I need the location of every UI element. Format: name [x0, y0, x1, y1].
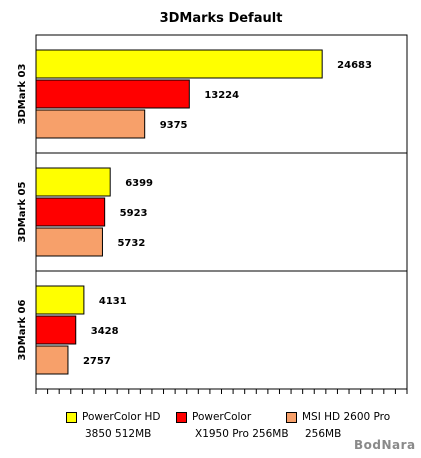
legend-label-sub: 256MB — [305, 428, 342, 440]
bar — [35, 49, 323, 79]
plot-area: 3DMark 03 24683 13224 9375 3DMark 05 6399 5923… — [17, 34, 408, 394]
data-label: 3428 — [91, 326, 119, 337]
legend-label-sub: 3850 512MB — [85, 428, 152, 440]
legend-label: PowerColor — [192, 411, 252, 423]
chart-legend: PowerColor HD 3850 512MB PowerColor X195… — [60, 410, 420, 450]
legend-label-sub: X1950 Pro 256MB — [195, 428, 289, 440]
data-label: 5923 — [120, 208, 148, 219]
data-label: 4131 — [99, 296, 127, 307]
data-label: 24683 — [337, 60, 372, 71]
bar — [35, 167, 111, 197]
legend-swatch — [176, 412, 187, 423]
chart-title: 3DMarks Default — [160, 11, 283, 26]
legend-item-msi-hd-2600: MSI HD 2600 Pro 256MB — [286, 410, 406, 450]
bar — [35, 285, 85, 315]
bar — [35, 197, 106, 227]
data-label: 13224 — [204, 90, 239, 101]
category-label: 3DMark 06 — [17, 299, 28, 360]
category-label: 3DMark 05 — [17, 181, 28, 242]
watermark-logo: BodNara — [354, 438, 416, 452]
data-label: 9375 — [160, 120, 188, 131]
bar — [35, 345, 69, 375]
data-label: 5732 — [117, 238, 145, 249]
legend-label: PowerColor HD — [82, 411, 161, 423]
data-label: 6399 — [125, 178, 153, 189]
bar — [35, 109, 146, 139]
legend-swatch — [66, 412, 77, 423]
bar — [35, 79, 190, 109]
legend-label: MSI HD 2600 Pro — [302, 411, 391, 423]
bar — [35, 315, 77, 345]
data-label: 2757 — [83, 356, 111, 367]
legend-item-powercolor-x1950: PowerColor X1950 Pro 256MB — [176, 410, 296, 450]
bar — [35, 227, 103, 257]
category-label: 3DMark 03 — [17, 63, 28, 124]
legend-swatch — [286, 412, 297, 423]
legend-item-powercolor-hd-3850: PowerColor HD 3850 512MB — [66, 410, 186, 450]
